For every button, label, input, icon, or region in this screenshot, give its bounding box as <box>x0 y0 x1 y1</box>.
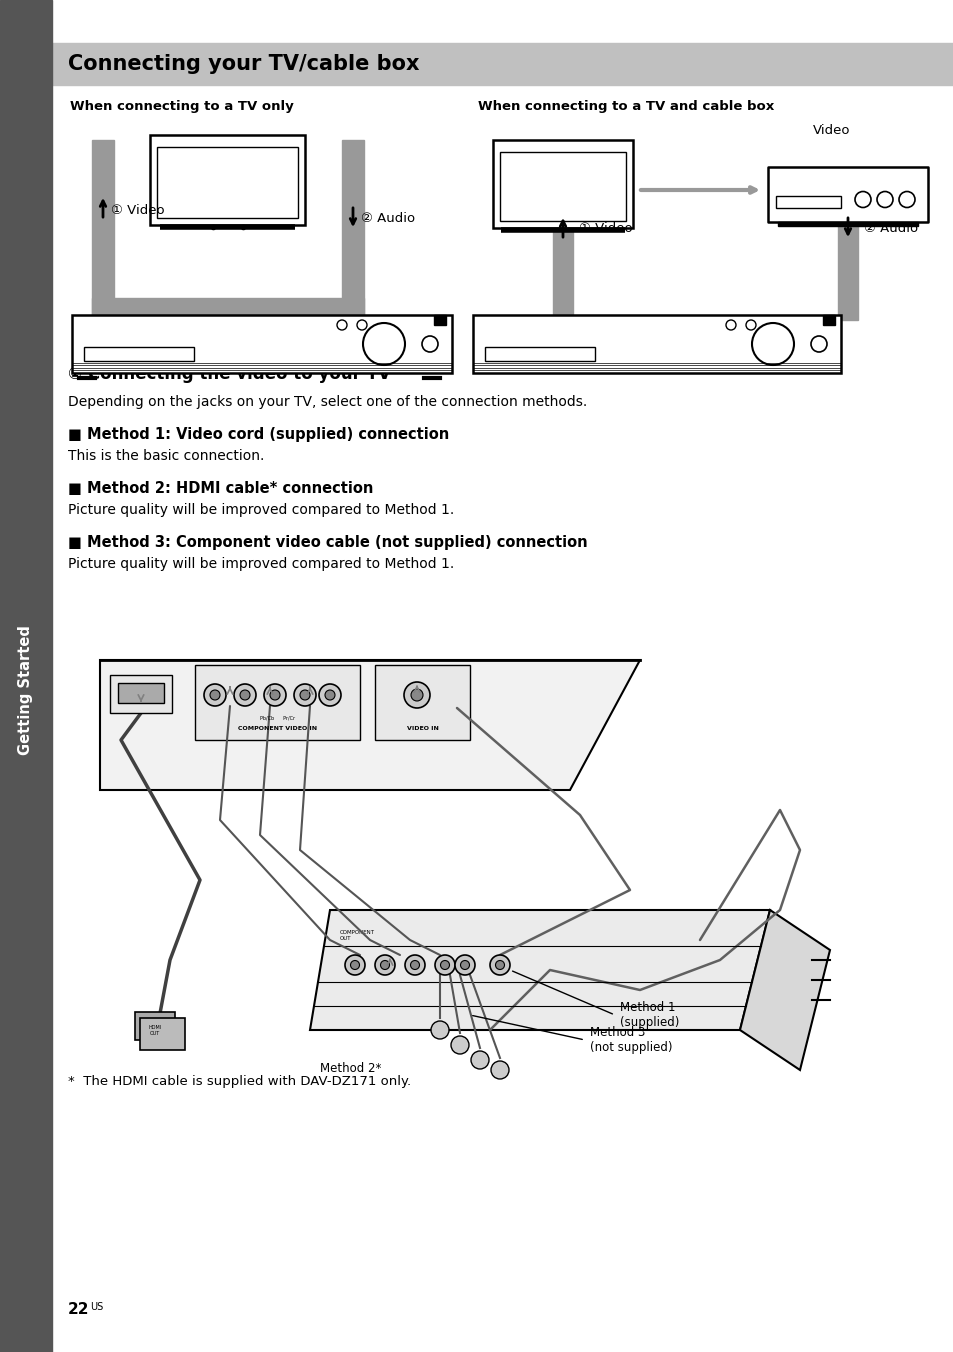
Circle shape <box>725 320 735 330</box>
Bar <box>553 230 573 320</box>
Circle shape <box>431 1021 449 1038</box>
Bar <box>778 222 917 226</box>
Circle shape <box>471 1051 489 1069</box>
Circle shape <box>745 320 755 330</box>
Text: ① Video: ① Video <box>578 222 632 234</box>
Bar <box>118 683 164 703</box>
Circle shape <box>411 690 422 700</box>
Circle shape <box>210 690 220 700</box>
Text: ■ Method 3: Component video cable (not supplied) connection: ■ Method 3: Component video cable (not s… <box>68 535 587 550</box>
Circle shape <box>363 323 405 365</box>
Circle shape <box>876 192 892 207</box>
Text: Method 1
(supplied): Method 1 (supplied) <box>619 1000 679 1029</box>
Bar <box>84 347 193 361</box>
Circle shape <box>460 960 469 969</box>
Circle shape <box>490 955 510 975</box>
Circle shape <box>495 960 504 969</box>
Bar <box>434 315 446 324</box>
Bar <box>157 147 298 218</box>
Text: VIDEO IN: VIDEO IN <box>406 726 438 730</box>
Circle shape <box>435 955 455 975</box>
Circle shape <box>421 337 437 352</box>
Bar <box>484 347 595 361</box>
Bar <box>91 297 364 320</box>
Circle shape <box>440 960 449 969</box>
Text: ① Video: ① Video <box>111 204 165 216</box>
Text: Depending on the jacks on your TV, select one of the connection methods.: Depending on the jacks on your TV, selec… <box>68 395 587 410</box>
Circle shape <box>350 960 359 969</box>
Circle shape <box>270 690 280 700</box>
Bar <box>822 315 834 324</box>
Circle shape <box>405 955 424 975</box>
Text: When connecting to a TV only: When connecting to a TV only <box>70 100 294 114</box>
Text: 22: 22 <box>68 1302 90 1317</box>
Circle shape <box>204 684 226 706</box>
Polygon shape <box>100 660 639 790</box>
Text: Picture quality will be improved compared to Method 1.: Picture quality will be improved compare… <box>68 503 454 516</box>
Circle shape <box>810 337 826 352</box>
Text: Pb/Cb      Pr/Cr: Pb/Cb Pr/Cr <box>259 715 294 721</box>
Bar <box>499 151 625 220</box>
Text: When connecting to a TV and cable box: When connecting to a TV and cable box <box>477 100 774 114</box>
Text: Connecting your TV/cable box: Connecting your TV/cable box <box>68 54 419 74</box>
Bar <box>52 43 953 85</box>
Circle shape <box>325 690 335 700</box>
Bar <box>473 315 841 373</box>
Text: ② Audio: ② Audio <box>863 222 917 234</box>
Circle shape <box>751 323 793 365</box>
Text: This is the basic connection.: This is the basic connection. <box>68 449 264 462</box>
Circle shape <box>410 960 419 969</box>
Text: *  The HDMI cable is supplied with DAV-DZ171 only.: * The HDMI cable is supplied with DAV-DZ… <box>68 1075 411 1088</box>
Bar <box>110 675 172 713</box>
Text: Video: Video <box>812 123 850 137</box>
Text: Method 2*: Method 2* <box>319 1061 381 1075</box>
Circle shape <box>299 690 310 700</box>
Circle shape <box>240 690 250 700</box>
Circle shape <box>380 960 389 969</box>
Text: US: US <box>90 1302 103 1311</box>
Bar <box>91 141 113 320</box>
Bar <box>775 196 841 208</box>
Bar <box>140 1018 185 1051</box>
Text: COMPONENT VIDEO IN: COMPONENT VIDEO IN <box>237 726 316 730</box>
Text: Picture quality will be improved compared to Method 1.: Picture quality will be improved compare… <box>68 557 454 571</box>
Bar <box>135 1013 174 1040</box>
Circle shape <box>356 320 367 330</box>
Polygon shape <box>740 910 829 1069</box>
Circle shape <box>854 192 870 207</box>
Text: Getting Started: Getting Started <box>18 625 33 754</box>
Bar <box>837 222 857 320</box>
Text: ■ Method 1: Video cord (supplied) connection: ■ Method 1: Video cord (supplied) connec… <box>68 427 449 442</box>
Circle shape <box>455 955 475 975</box>
Circle shape <box>375 955 395 975</box>
Circle shape <box>233 684 255 706</box>
Text: ① Connecting the video to your TV: ① Connecting the video to your TV <box>68 365 391 383</box>
Circle shape <box>451 1036 469 1055</box>
Circle shape <box>403 681 430 708</box>
Circle shape <box>336 320 347 330</box>
Bar <box>767 168 927 222</box>
Text: HDMI
OUT: HDMI OUT <box>149 1025 161 1036</box>
Bar <box>0 0 52 1352</box>
Bar <box>151 135 305 224</box>
Text: COMPONENT
OUT: COMPONENT OUT <box>339 930 375 941</box>
Circle shape <box>318 684 340 706</box>
Text: HDMI IN: HDMI IN <box>125 691 156 698</box>
Circle shape <box>491 1061 509 1079</box>
Bar <box>493 141 633 228</box>
Circle shape <box>294 684 315 706</box>
Circle shape <box>264 684 286 706</box>
Text: Method 3
(not supplied): Method 3 (not supplied) <box>589 1026 672 1055</box>
Bar <box>71 315 452 373</box>
Bar <box>194 665 359 740</box>
Text: ② Audio: ② Audio <box>360 211 415 224</box>
Polygon shape <box>310 910 769 1030</box>
Circle shape <box>345 955 365 975</box>
Bar <box>375 665 470 740</box>
Text: ■ Method 2: HDMI cable* connection: ■ Method 2: HDMI cable* connection <box>68 481 373 496</box>
Circle shape <box>898 192 914 207</box>
Bar <box>341 141 364 320</box>
